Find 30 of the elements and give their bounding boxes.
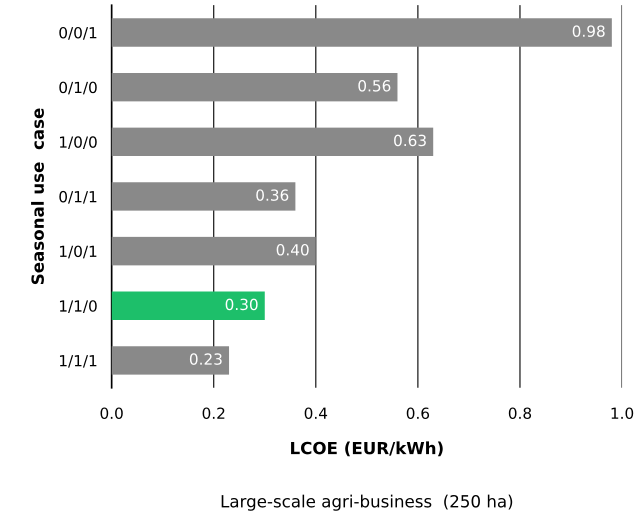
y-tick-label: 0/1/0 bbox=[59, 82, 97, 94]
data-label: 0.36 bbox=[256, 189, 288, 201]
x-tick-label: 0.0 bbox=[100, 407, 123, 420]
x-tick-label: 0.4 bbox=[304, 407, 328, 420]
x-tick-label: 0.2 bbox=[202, 407, 224, 420]
bar bbox=[112, 128, 434, 156]
bar bbox=[112, 346, 230, 375]
y-tick-label: 1/1/1 bbox=[60, 355, 96, 368]
data-label: 0.40 bbox=[276, 244, 309, 256]
y-tick-label: 0/0/1 bbox=[59, 26, 96, 40]
x-axis-title: LCOE (EUR/kWh) bbox=[291, 441, 443, 456]
bar bbox=[112, 182, 296, 211]
x-tick-label: 0.6 bbox=[406, 407, 430, 420]
data-label: 0.63 bbox=[394, 134, 426, 146]
x-tick-label: 1.0 bbox=[612, 407, 634, 420]
data-label: 0.98 bbox=[572, 25, 605, 37]
data-label: 0.23 bbox=[190, 353, 222, 365]
y-tick-label: 1/1/0 bbox=[60, 300, 97, 313]
bar bbox=[112, 236, 316, 266]
bar bbox=[112, 292, 265, 320]
y-tick-label: 1/0/1 bbox=[60, 246, 96, 258]
data-label: 0.30 bbox=[226, 298, 258, 310]
x-tick-label: 0.8 bbox=[508, 407, 532, 420]
bar bbox=[112, 72, 398, 102]
y-tick-label: 0/1/1 bbox=[59, 190, 96, 204]
text: Large-scale agri-business (250 ha) bbox=[222, 494, 512, 511]
y-tick-label: 1/0/0 bbox=[60, 136, 97, 150]
y-axis-title: Seasonal use case bbox=[31, 108, 44, 284]
data-label: 0.56 bbox=[358, 80, 390, 92]
bar bbox=[112, 18, 612, 47]
